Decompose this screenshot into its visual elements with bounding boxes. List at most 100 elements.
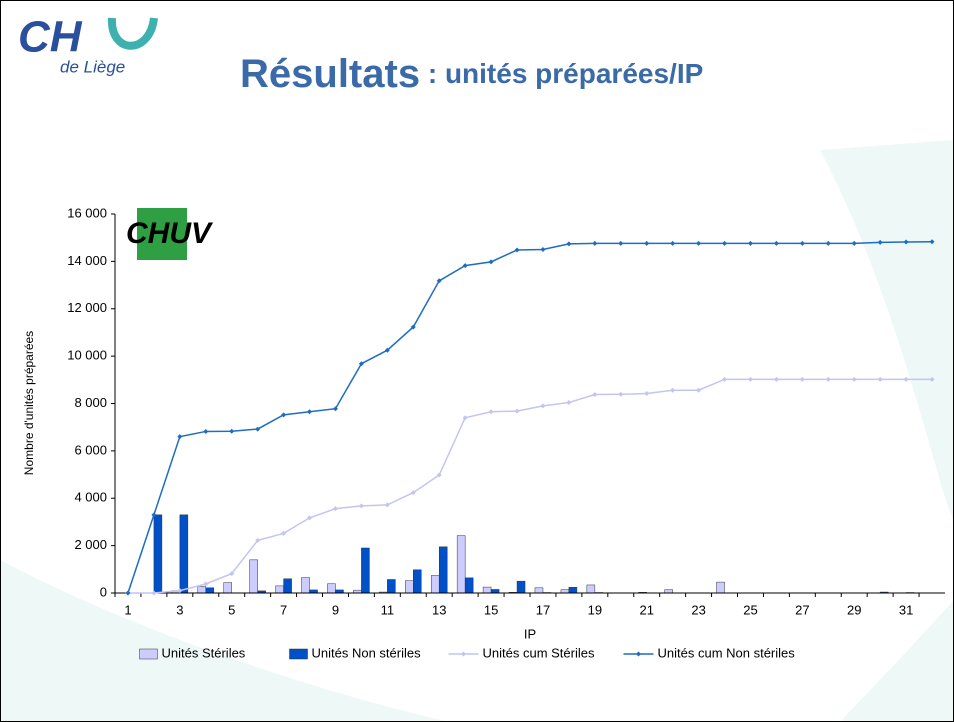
marker [696,387,702,393]
marker [540,403,546,409]
bar [275,585,284,594]
legend-label: Unités Stériles [162,645,246,660]
bar [464,577,474,594]
title: Résultats [240,52,420,96]
bar [456,535,466,594]
bar [387,579,396,594]
x-tick-label: 29 [847,602,861,617]
decor [0,560,450,722]
bar [490,589,500,594]
marker [670,240,676,246]
marker [825,376,831,382]
marker [877,239,883,245]
logo-sub: de Liège [60,57,125,76]
x-tick-label: 31 [899,602,913,617]
legend-swatch [139,648,158,660]
marker [281,412,287,418]
bar [430,575,440,594]
legend-label: Unités cum Stériles [483,645,595,660]
marker [566,400,572,406]
logo-u [107,17,158,50]
marker [799,240,805,246]
logo-main: CH [18,13,83,62]
bar [205,587,215,594]
marker [384,347,390,353]
y-tick-label: 6 000 [74,442,107,457]
x-tick-label: 27 [795,602,809,617]
marker [747,376,753,382]
marker [851,240,857,246]
legend-marker [636,651,641,657]
marker [851,376,857,382]
logo2-bg [137,208,187,260]
bar [586,584,596,594]
marker [722,240,728,246]
x-tick-label: 1 [124,602,131,617]
y-axis-label: Nombre d'unités préparées [22,331,36,475]
bar [179,514,189,594]
marker [644,391,650,397]
marker [877,376,883,382]
x-tick-label: 19 [588,602,602,617]
marker [281,530,287,536]
marker [307,409,313,415]
marker [514,247,520,253]
marker [436,278,442,284]
bar [153,514,163,594]
y-tick-label: 16 000 [67,205,107,220]
bar [249,559,258,594]
marker [255,426,261,432]
y-tick-label: 4 000 [74,490,107,505]
marker [436,472,442,478]
bar [405,580,414,594]
marker [825,240,831,246]
marker [514,408,520,414]
marker [903,376,909,382]
bar [568,587,578,594]
x-tick-label: 3 [176,602,183,617]
marker [722,376,728,382]
marker [177,588,183,594]
marker [462,263,468,269]
x-tick-label: 11 [381,602,395,617]
marker [747,240,753,246]
marker [773,376,779,382]
marker [229,428,235,434]
marker [229,571,235,577]
y-tick-label: 0 [100,584,107,599]
marker [332,406,338,412]
line [127,240,933,594]
marker [592,391,598,397]
x-tick-label: 23 [691,602,705,617]
marker [203,428,209,434]
marker [488,409,494,415]
marker [384,502,390,508]
bar [301,577,310,594]
bar [482,586,492,594]
x-tick-label: 15 [484,602,498,617]
bar [438,546,448,594]
bar [716,581,725,594]
bar [223,582,232,594]
y-tick-label: 8 000 [74,395,107,410]
marker [255,537,261,543]
y-tick-label: 12 000 [67,300,107,315]
bar [327,583,336,594]
slide-title: Résultats : unités préparées/IP [240,52,703,96]
decor [840,600,954,722]
x-tick-label: 25 [743,602,757,617]
bar [197,586,207,594]
decor [820,140,954,520]
marker [177,434,183,440]
marker [799,376,805,382]
x-tick-label: 5 [228,602,235,617]
marker [903,239,909,245]
legend-swatch [289,648,308,660]
marker [462,415,468,421]
marker [410,490,416,496]
bar [534,587,544,594]
marker [929,239,935,245]
marker [618,391,624,397]
